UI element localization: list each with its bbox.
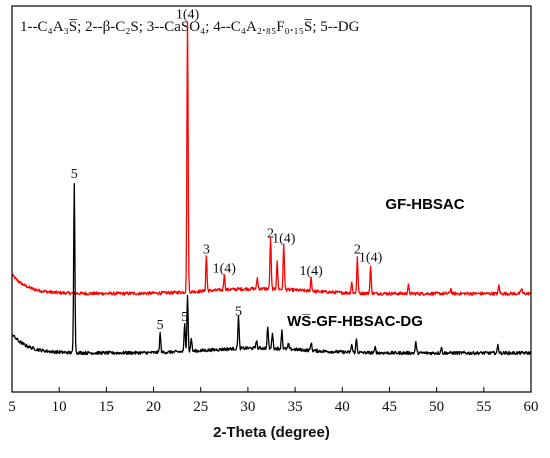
legend-entry-phase: CaSO₄ bbox=[164, 19, 205, 35]
plot-frame bbox=[11, 5, 532, 393]
x-tick-label: 35 bbox=[288, 399, 303, 415]
legend-entry-phase: C₄A₃S̅ bbox=[38, 19, 78, 35]
series-labels: GF-HBSAC WS̅-GF-HBSAC-DG bbox=[287, 196, 465, 330]
legend-entry-phase: C₄A₂.₈₅F₀.₁₅S̅ bbox=[231, 19, 313, 35]
x-tick-label: 20 bbox=[146, 399, 161, 415]
x-tick-label: 55 bbox=[476, 399, 491, 415]
x-tick-label: 40 bbox=[335, 399, 350, 415]
x-tick-label: 45 bbox=[382, 399, 397, 415]
peak-label: 1(4) bbox=[299, 264, 323, 279]
series-name-label: WS̅-GF-HBSAC-DG bbox=[287, 313, 423, 330]
legend-entry-number: 4-- bbox=[213, 19, 231, 35]
peak-labels: 1(4)31(4)21(4)1(4)21(4)555 5 bbox=[71, 8, 383, 334]
legend-entry-number: 5-- bbox=[320, 19, 338, 35]
peak-label: 5 bbox=[181, 310, 188, 325]
peak-label: 5 bbox=[71, 167, 78, 182]
x-tick-label: 60 bbox=[524, 399, 539, 415]
series-name-label: GF-HBSAC bbox=[385, 196, 464, 213]
legend-entry-phase: β-C₂S bbox=[103, 19, 139, 35]
peak-label: 2 bbox=[267, 226, 274, 241]
peak-label: 3 bbox=[203, 243, 210, 258]
legend-entry-number: 2-- bbox=[85, 19, 103, 35]
x-ticks: 5 10 15 20 25 30 35 40 45 50 55 60 bbox=[8, 387, 539, 415]
legend-entry-number: 1-- bbox=[20, 19, 38, 35]
legend-separator: ; bbox=[77, 19, 85, 35]
peak-label: 5 bbox=[235, 305, 242, 320]
x-tick-label: 15 bbox=[99, 399, 114, 415]
legend-separator: ; bbox=[139, 19, 147, 35]
series-line bbox=[11, 182, 532, 356]
legend-separator: ; bbox=[205, 19, 213, 35]
x-tick-label: 50 bbox=[429, 399, 444, 415]
legend-separator: ; bbox=[312, 19, 320, 35]
x-axis-label: 2-Theta (degree) bbox=[213, 424, 330, 441]
peak-label: 5 bbox=[157, 318, 164, 333]
legend-entries: 1--C₄A₃S̅; 2--β-C₂S; 3--CaSO₄; 4--C₄A₂.₈… bbox=[20, 19, 360, 35]
x-tick-label: 30 bbox=[240, 399, 255, 415]
x-tick-label: 25 bbox=[193, 399, 208, 415]
x-tick-label: 10 bbox=[52, 399, 67, 415]
series-line bbox=[11, 21, 532, 296]
peak-label: 1(4) bbox=[213, 261, 237, 276]
peak-label: 1(4) bbox=[272, 232, 296, 247]
legend-entry-phase: DG bbox=[338, 19, 360, 35]
x-tick-label: 5 bbox=[8, 399, 16, 415]
legend: 1--C₄A₃S̅; 2--β-C₂S; 3--CaSO₄; 4--C₄A₂.₈… bbox=[20, 19, 360, 35]
series-group bbox=[11, 21, 532, 356]
peak-label: 1(4) bbox=[359, 251, 383, 266]
peak-label: 1(4) bbox=[176, 8, 200, 23]
legend-entry-number: 3-- bbox=[147, 19, 165, 35]
peak-label: 2 bbox=[354, 243, 361, 258]
